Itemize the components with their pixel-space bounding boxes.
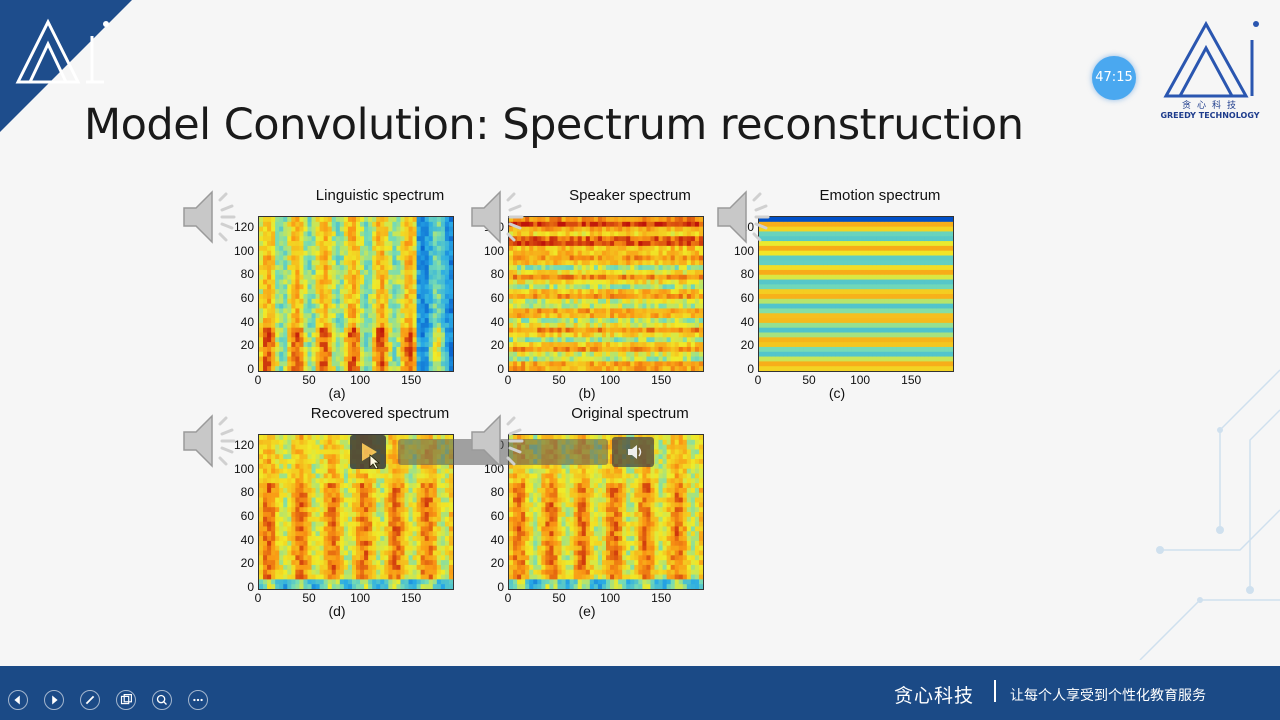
next-icon[interactable] (44, 690, 64, 710)
x-tick-label: 0 (504, 373, 512, 387)
logo-english-name: GREEDY TECHNOLOGY (1160, 111, 1260, 120)
slides-icon[interactable] (116, 690, 136, 710)
y-tick-label: 80 (240, 267, 254, 282)
y-tick-label: 0 (747, 362, 754, 376)
y-tick-label: 80 (490, 485, 504, 500)
previous-icon[interactable] (8, 690, 28, 710)
play-icon (362, 443, 381, 470)
x-tick-label: 50 (552, 591, 566, 605)
spectrum-panel: Speaker spectrum020406080100120050100150… (484, 187, 730, 430)
panel-sublabel: (a) (328, 385, 346, 401)
x-tick-label: 150 (401, 373, 422, 387)
speaker-icon[interactable] (714, 186, 776, 248)
speaker-icon[interactable] (180, 186, 242, 248)
y-tick-label: 40 (490, 314, 504, 329)
pen-icon[interactable] (80, 690, 100, 710)
footer-divider (994, 680, 996, 702)
y-tick-label: 40 (740, 314, 754, 329)
panel-sublabel: (b) (578, 385, 596, 401)
y-tick-label: 80 (490, 267, 504, 282)
y-tick-label: 0 (497, 580, 504, 594)
y-tick-label: 80 (740, 267, 754, 282)
speaker-icon[interactable] (180, 410, 242, 472)
more-icon[interactable] (188, 690, 208, 710)
spectrum-panel: Emotion spectrum020406080100120050100150… (734, 187, 980, 430)
panel-title: Speaker spectrum (569, 187, 691, 204)
footer-brand: 贪心科技 (894, 685, 975, 707)
panel-sublabel: (e) (578, 603, 596, 619)
y-tick-label: 40 (490, 532, 504, 547)
y-tick-label: 40 (240, 532, 254, 547)
y-tick-label: 100 (233, 461, 254, 476)
x-tick-label: 50 (302, 591, 316, 605)
y-tick-label: 60 (240, 290, 254, 305)
zoom-icon[interactable] (152, 690, 172, 710)
footer-bar: 贪心科技 让每个人享受到个性化教育服务 (0, 666, 1280, 720)
audio-progress-bar[interactable] (398, 439, 608, 465)
x-tick-label: 150 (651, 591, 672, 605)
x-tick-label: 50 (802, 373, 816, 387)
speaker-icon[interactable] (468, 186, 530, 248)
speaker-icon[interactable] (468, 410, 530, 472)
logo-chinese-name: 贪心科技 (1181, 101, 1242, 111)
corner-logo (0, 0, 132, 132)
spectrogram-heatmap (258, 216, 454, 372)
brand-logo (1163, 20, 1259, 98)
y-tick-label: 20 (240, 556, 254, 571)
spectrum-panel: Recovered spectrum 0 20 40 60 80 100 120 0 50 100 1… (234, 405, 480, 648)
timer-badge: 47:15 (1092, 56, 1136, 100)
play-button[interactable] (350, 435, 386, 470)
x-tick-label: 0 (254, 591, 262, 605)
x-tick-label: 100 (350, 373, 371, 387)
x-tick-label: 0 (504, 591, 512, 605)
x-tick-label: 0 (254, 373, 262, 387)
y-tick-label: 60 (740, 290, 754, 305)
panel-title: Recovered spectrum (310, 405, 450, 422)
spectrum-panel: Linguistic spectrum 0 20 40 60 80 100 120 0 50 100… (234, 187, 480, 430)
spectrogram-heatmap (758, 216, 954, 372)
x-tick-label: 100 (850, 373, 871, 387)
y-tick-label: 60 (490, 508, 504, 523)
y-tick-label: 0 (247, 580, 254, 594)
x-tick-label: 100 (600, 591, 621, 605)
x-tick-label: 0 (754, 373, 762, 387)
decorative-lines (1139, 369, 1280, 660)
volume-icon (628, 445, 642, 459)
slide: Model Convolution: Spectrum reconstructi… (0, 0, 1280, 660)
y-tick-label: 0 (497, 362, 504, 376)
y-tick-label: 120 (233, 437, 254, 452)
y-tick-label: 0 (247, 362, 254, 376)
y-tick-label: 120 (233, 219, 254, 234)
x-tick-label: 150 (651, 373, 672, 387)
y-tick-label: 60 (240, 508, 254, 523)
spectrogram-heatmap (258, 434, 454, 590)
spectrogram-heatmap (508, 216, 704, 372)
y-tick-label: 20 (240, 338, 254, 353)
panel-sublabel: (d) (328, 603, 346, 619)
audio-player (350, 435, 654, 470)
x-tick-label: 100 (350, 591, 371, 605)
y-tick-label: 20 (490, 338, 504, 353)
y-tick-label: 100 (483, 243, 504, 258)
y-tick-label: 20 (740, 338, 754, 353)
panel-title: Emotion spectrum (819, 187, 941, 204)
y-tick-label: 100 (733, 243, 754, 258)
panel-sublabel: (c) (828, 385, 846, 401)
x-tick-label: 50 (302, 373, 316, 387)
y-tick-label: 100 (233, 243, 254, 258)
panel-title: Original spectrum (571, 405, 689, 422)
panel-title: Linguistic spectrum (315, 187, 445, 204)
x-tick-label: 150 (901, 373, 922, 387)
y-tick-label: 80 (240, 485, 254, 500)
slide-title: Model Convolution: Spectrum reconstructi… (84, 100, 1024, 150)
y-tick-label: 40 (240, 314, 254, 329)
x-tick-label: 100 (600, 373, 621, 387)
footer-slogan: 让每个人享受到个性化教育服务 (1010, 688, 1206, 704)
y-tick-label: 60 (490, 290, 504, 305)
x-tick-label: 150 (401, 591, 422, 605)
volume-button[interactable] (612, 437, 654, 467)
x-tick-label: 50 (552, 373, 566, 387)
y-tick-label: 20 (490, 556, 504, 571)
